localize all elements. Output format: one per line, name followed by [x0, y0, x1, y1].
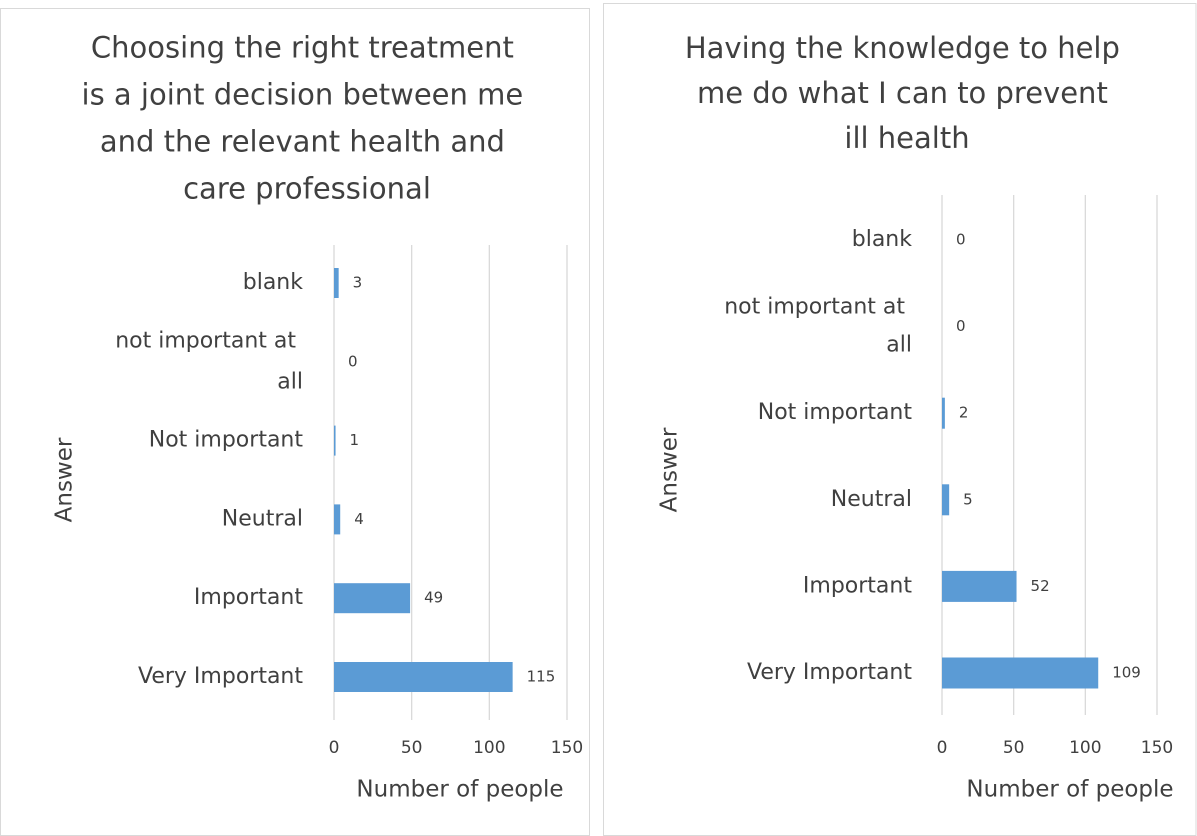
data-label: 0: [956, 231, 966, 249]
x-tick-label: 0: [329, 738, 340, 758]
x-axis-title: Number of people: [966, 777, 1173, 803]
y-axis-title: Answer: [657, 427, 683, 512]
y-tick-label: Neutral: [831, 487, 912, 512]
y-tick-label: not important at all: [724, 295, 912, 358]
y-tick-label: Not important: [758, 400, 913, 425]
y-tick-label: Very Important: [138, 664, 303, 689]
bar: [334, 425, 336, 456]
y-tick-label: blank: [243, 270, 304, 295]
data-label: 1: [350, 431, 360, 449]
text-line: Having the knowledge to help: [685, 31, 1129, 65]
text-line: me do what I can to prevent: [697, 76, 1117, 110]
data-label: 0: [956, 317, 966, 335]
text-line: is a joint decision between me: [82, 78, 533, 112]
text-line: not important at: [115, 328, 303, 353]
bar: [334, 583, 411, 614]
chart-title: Having the knowledge to help me do what …: [685, 31, 1129, 155]
chart-title: Choosing the right treatment is a joint …: [82, 31, 533, 206]
data-label: 52: [1031, 577, 1050, 595]
x-tick-label: 50: [1003, 738, 1025, 758]
y-tick-label: Not important: [149, 428, 304, 453]
y-tick-label: blank: [852, 227, 913, 252]
y-tick-label: Very Important: [747, 660, 912, 685]
bar: [942, 657, 1099, 689]
text-line: all: [277, 369, 303, 394]
x-tick-label: 0: [937, 738, 948, 758]
chart-panel: [603, 3, 1197, 836]
data-label: 5: [963, 490, 973, 508]
x-tick-label: 100: [1069, 738, 1101, 758]
bar: [942, 570, 1017, 602]
data-label: 49: [424, 589, 443, 607]
y-tick-label: not important at all: [115, 328, 303, 394]
bar: [942, 397, 945, 429]
y-tick-label: Important: [194, 585, 303, 610]
data-label: 3: [353, 274, 363, 292]
data-label: 2: [959, 404, 969, 422]
text-line: all: [886, 333, 912, 358]
y-tick-label: Important: [803, 573, 912, 598]
bar: [334, 504, 341, 535]
text-line: and the relevant health and: [100, 125, 514, 159]
y-tick-label: Neutral: [222, 506, 303, 531]
chart-panel: [0, 8, 590, 836]
x-axis-title: Number of people: [356, 777, 563, 803]
y-axis-title: Answer: [52, 437, 78, 522]
data-label: 4: [354, 510, 364, 528]
x-tick-label: 150: [1141, 738, 1173, 758]
data-label: 109: [1112, 664, 1141, 682]
x-tick-label: 150: [551, 738, 583, 758]
text-line: not important at: [724, 295, 912, 320]
text-line: ill health: [844, 121, 969, 155]
bar: [942, 484, 950, 516]
data-label: 0: [348, 352, 358, 370]
bar: [334, 662, 513, 692]
text-line: care professional: [183, 172, 431, 206]
x-tick-label: 100: [473, 738, 505, 758]
text-line: Choosing the right treatment: [91, 31, 523, 65]
x-tick-label: 50: [401, 738, 423, 758]
bar: [334, 268, 339, 298]
data-label: 115: [527, 668, 556, 686]
